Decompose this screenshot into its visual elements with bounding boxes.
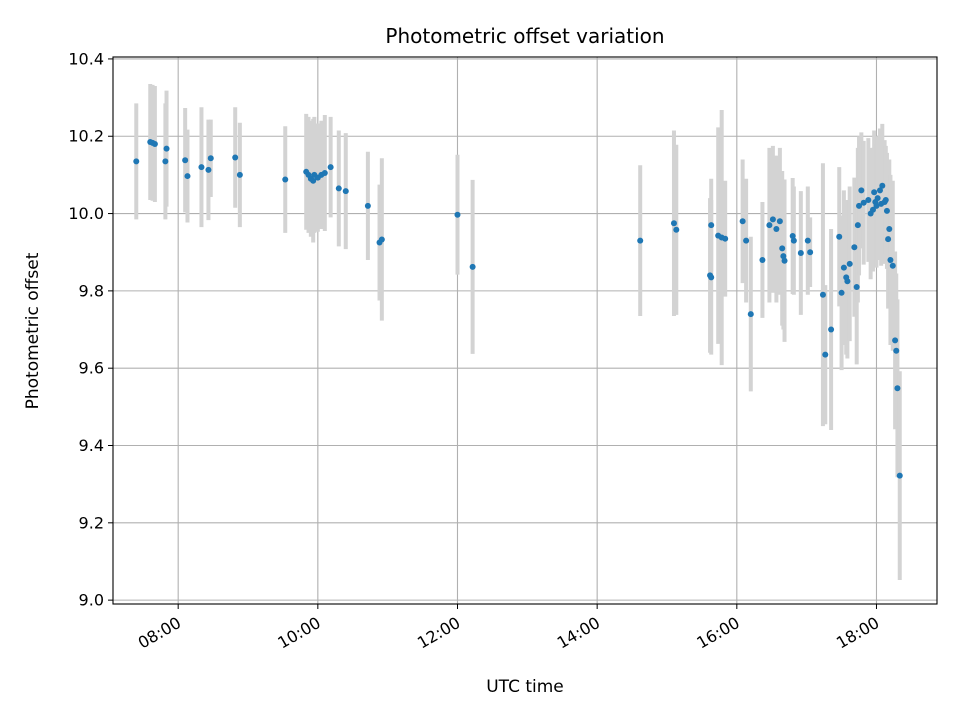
data-point: [205, 166, 212, 173]
data-point: [896, 472, 903, 479]
x-tick-label: 16:00: [693, 613, 742, 653]
error-bars: [134, 84, 902, 581]
y-tick-label: 9.8: [79, 281, 104, 300]
y-tick-label: 10.0: [68, 204, 104, 223]
data-point: [232, 154, 239, 161]
data-point: [321, 169, 328, 176]
y-tick-label: 9.0: [79, 591, 104, 610]
data-point: [889, 262, 896, 269]
data-point: [887, 256, 894, 263]
y-tick-label: 10.4: [68, 49, 104, 68]
data-point: [836, 233, 843, 240]
x-tick-label: 12:00: [414, 613, 463, 653]
data-point: [327, 164, 334, 171]
data-point: [454, 211, 461, 218]
data-point: [779, 245, 786, 252]
data-point: [739, 218, 746, 225]
data-point: [885, 236, 892, 243]
data-point: [851, 244, 858, 251]
data-point: [807, 249, 814, 256]
data-point: [822, 351, 829, 358]
data-point: [708, 274, 715, 281]
data-point: [310, 177, 317, 184]
x-tick-label: 08:00: [135, 613, 184, 653]
data-point: [184, 173, 191, 180]
x-tick-label: 18:00: [833, 613, 882, 653]
data-point: [469, 263, 476, 270]
data-point: [838, 289, 845, 296]
data-point: [865, 197, 872, 204]
data-point: [773, 226, 780, 233]
data-point: [894, 385, 901, 392]
data-point: [133, 158, 140, 165]
data-point: [844, 278, 851, 285]
data-points: [133, 139, 903, 479]
y-tick-label: 9.4: [79, 436, 104, 455]
data-point: [797, 249, 804, 256]
data-point: [860, 199, 867, 206]
data-point: [828, 326, 835, 333]
y-tick-label: 9.6: [79, 359, 104, 378]
data-point: [769, 216, 776, 223]
data-point: [858, 187, 865, 194]
data-point: [776, 218, 783, 225]
data-point: [840, 264, 847, 271]
data-point: [780, 253, 787, 260]
x-tick-label: 10:00: [274, 613, 323, 653]
data-point: [856, 202, 863, 209]
data-point: [871, 189, 878, 196]
data-point: [335, 185, 342, 192]
data-point: [282, 176, 289, 183]
data-point: [722, 235, 729, 242]
data-point: [853, 284, 860, 291]
data-point: [637, 237, 644, 244]
data-point: [236, 171, 243, 178]
data-point: [819, 291, 826, 298]
data-point: [670, 220, 677, 227]
data-point: [182, 157, 189, 164]
data-point: [869, 206, 876, 213]
data-point: [781, 257, 788, 264]
data-point: [163, 145, 170, 152]
data-point: [846, 260, 853, 267]
data-point: [207, 155, 214, 162]
plot-frame: [112, 56, 938, 605]
data-point: [747, 311, 754, 318]
chart-title: Photometric offset variation: [385, 24, 664, 48]
data-point: [893, 347, 900, 354]
data-point: [766, 222, 773, 229]
data-point: [743, 237, 750, 244]
data-point: [892, 337, 899, 344]
data-point: [198, 164, 205, 171]
data-point: [886, 226, 893, 233]
data-point: [708, 222, 715, 229]
data-point: [879, 182, 886, 189]
data-point: [883, 207, 890, 214]
x-axis-label: UTC time: [486, 677, 564, 697]
data-point: [151, 140, 158, 147]
data-point: [790, 237, 797, 244]
data-point: [789, 232, 796, 239]
y-tick-label: 9.2: [79, 513, 104, 532]
data-point: [876, 187, 883, 194]
y-tick-label: 10.2: [68, 127, 104, 146]
data-point: [804, 237, 811, 244]
y-axis-label: Photometric offset: [23, 252, 43, 409]
data-point: [162, 158, 169, 165]
data-point: [873, 202, 880, 209]
data-point: [874, 195, 881, 202]
data-point: [378, 236, 385, 243]
data-point: [364, 202, 371, 209]
axis-ticks: 08:00 10:00 12:00 14:00 16:00 18:00 9.0 9.2 9.4 9…: [68, 49, 882, 652]
data-point: [759, 256, 766, 263]
data-point: [342, 188, 349, 195]
x-tick-label: 14:00: [554, 613, 603, 653]
data-point: [882, 197, 889, 204]
data-point: [673, 226, 680, 233]
data-point: [854, 222, 861, 229]
